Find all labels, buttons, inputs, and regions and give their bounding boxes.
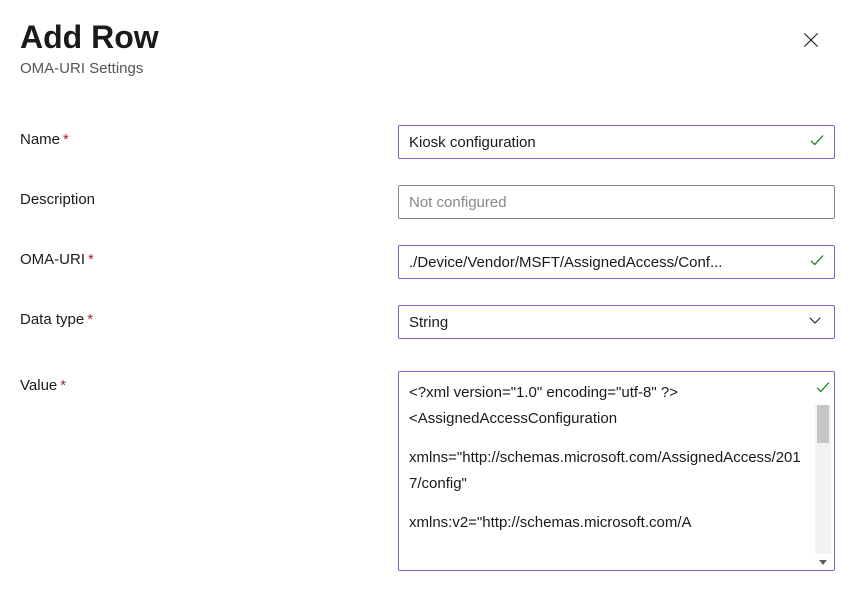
description-input[interactable]: Not configured [398, 185, 835, 219]
label-oma-uri: OMA-URI* [20, 245, 398, 268]
name-input-value: Kiosk configuration [409, 134, 808, 151]
scrollbar[interactable] [815, 405, 831, 554]
required-marker: * [87, 311, 93, 328]
value-textarea[interactable]: <?xml version="1.0" encoding="utf-8" ?><… [398, 371, 835, 571]
oma-uri-value: ./Device/Vendor/MSFT/AssignedAccess/Conf… [409, 254, 808, 271]
row-value: Value* <?xml version="1.0" encoding="utf… [20, 371, 835, 571]
name-input[interactable]: Kiosk configuration [398, 125, 835, 159]
label-oma-uri-text: OMA-URI [20, 251, 85, 268]
label-description-text: Description [20, 191, 95, 208]
required-marker: * [60, 377, 66, 394]
panel-header: Add Row OMA-URI Settings [20, 18, 835, 77]
label-data-type-text: Data type [20, 311, 84, 328]
row-name: Name* Kiosk configuration [20, 125, 835, 159]
value-textarea-content: <?xml version="1.0" encoding="utf-8" ?><… [399, 372, 812, 570]
checkmark-icon [808, 131, 826, 154]
scrollbar-thumb[interactable] [817, 405, 829, 443]
oma-uri-input[interactable]: ./Device/Vendor/MSFT/AssignedAccess/Conf… [398, 245, 835, 279]
data-type-value: String [409, 314, 806, 331]
close-icon[interactable] [795, 24, 827, 61]
scroll-down-icon[interactable] [815, 554, 831, 570]
description-placeholder: Not configured [409, 194, 826, 211]
row-description: Description Not configured [20, 185, 835, 219]
row-oma-uri: OMA-URI* ./Device/Vendor/MSFT/AssignedAc… [20, 245, 835, 279]
panel-title: Add Row [20, 18, 159, 56]
required-marker: * [88, 251, 94, 268]
required-marker: * [63, 131, 69, 148]
checkmark-icon [808, 251, 826, 274]
label-name-text: Name [20, 131, 60, 148]
title-block: Add Row OMA-URI Settings [20, 18, 159, 77]
textarea-side [812, 372, 834, 570]
panel-subtitle: OMA-URI Settings [20, 60, 159, 77]
label-value: Value* [20, 371, 398, 394]
label-data-type: Data type* [20, 305, 398, 328]
label-description: Description [20, 185, 398, 208]
checkmark-icon [814, 378, 832, 401]
label-name: Name* [20, 125, 398, 148]
row-data-type: Data type* String [20, 305, 835, 339]
label-value-text: Value [20, 377, 57, 394]
data-type-select[interactable]: String [398, 305, 835, 339]
chevron-down-icon [806, 311, 824, 334]
